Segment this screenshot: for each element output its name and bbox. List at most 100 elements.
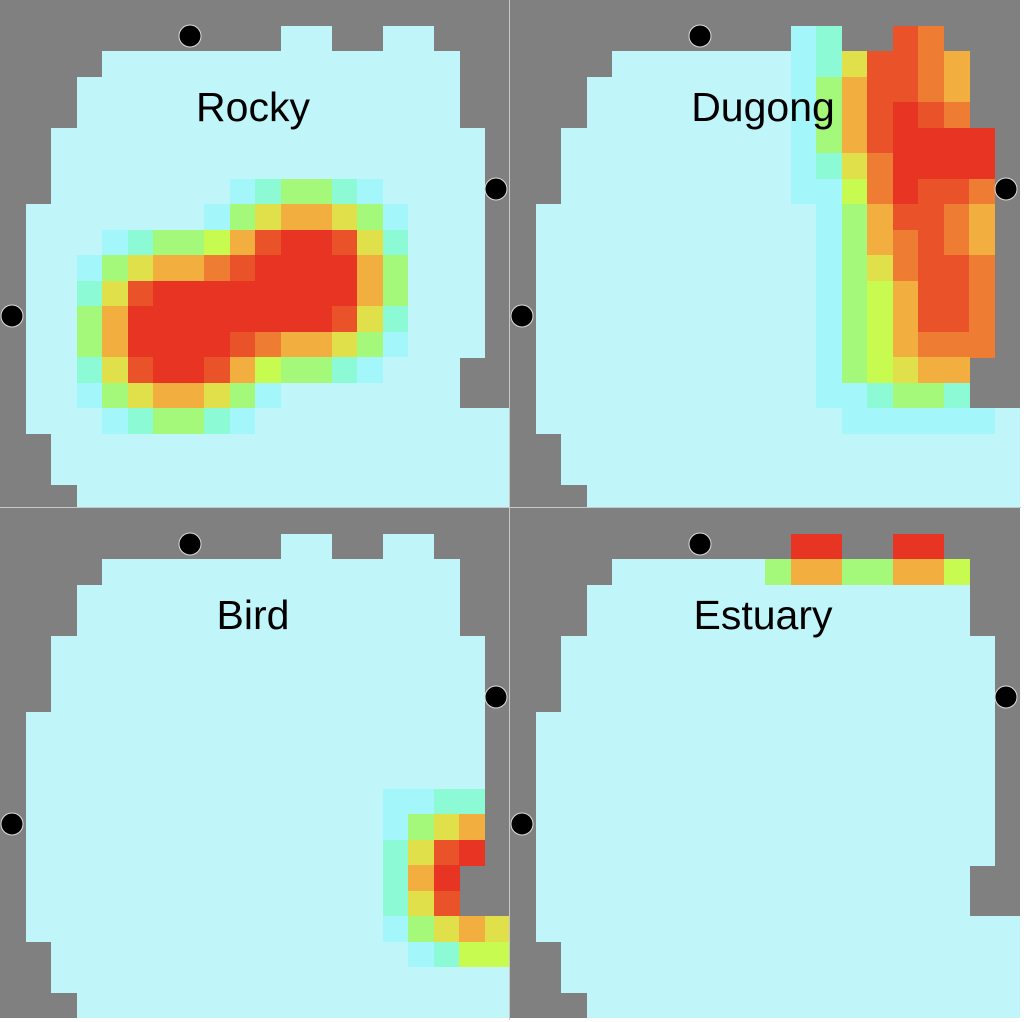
heatmap-cell <box>178 992 205 1018</box>
heatmap-cell <box>943 433 970 460</box>
heatmap-cell <box>51 255 77 281</box>
heatmap-cell <box>561 865 587 891</box>
heatmap-cell <box>612 204 638 230</box>
heatmap-cell <box>306 433 332 460</box>
heatmap-cell <box>51 204 77 230</box>
heatmap-cell <box>637 661 664 687</box>
heatmap-cell <box>943 967 970 993</box>
heatmap-cell <box>153 433 179 460</box>
heatmap-cell <box>357 484 383 510</box>
heatmap-cell <box>459 204 485 230</box>
heatmap-cell <box>918 204 944 230</box>
heatmap-cell <box>586 661 613 687</box>
heatmap-cell <box>739 229 766 256</box>
heatmap-cell <box>612 229 638 256</box>
heatmap-cell <box>229 255 256 281</box>
heatmap-cell <box>408 610 434 636</box>
heatmap-cell <box>969 967 995 993</box>
heatmap-cell <box>943 916 970 942</box>
heatmap-cell <box>76 763 103 789</box>
heatmap-cell <box>280 635 307 662</box>
heatmap-cell <box>688 153 715 179</box>
heatmap-cell <box>306 25 332 52</box>
heatmap-cell <box>969 839 995 866</box>
heatmap-cell <box>331 788 358 815</box>
heatmap-cell <box>688 584 715 611</box>
heatmap-cell <box>892 839 919 866</box>
heatmap-cell <box>204 865 230 891</box>
heatmap-cell <box>535 788 562 815</box>
heatmap-cell <box>892 76 919 103</box>
heatmap-cell <box>867 865 893 891</box>
heatmap-cell <box>153 306 179 332</box>
heatmap-cell <box>127 484 154 510</box>
heatmap-cell <box>765 916 791 942</box>
heatmap-cell <box>765 992 791 1018</box>
heatmap-cell <box>382 916 409 942</box>
heatmap-cell <box>357 459 383 485</box>
heatmap-cell <box>102 890 128 917</box>
heatmap-cell <box>892 280 919 307</box>
heatmap-cell <box>663 280 689 307</box>
heatmap-cell <box>790 433 817 460</box>
heatmap-cell <box>382 331 409 358</box>
heatmap-cell <box>586 814 613 840</box>
heatmap-cell <box>408 357 434 383</box>
heatmap-cell <box>688 229 715 256</box>
heatmap-cell <box>892 635 919 662</box>
heatmap-cell <box>255 584 281 611</box>
heatmap-cell <box>688 127 715 154</box>
heatmap-cell <box>459 306 485 332</box>
heatmap-cell <box>816 686 842 713</box>
heatmap-cell <box>892 25 919 52</box>
heatmap-cell <box>306 331 332 358</box>
heatmap-cell <box>102 433 128 460</box>
heatmap-cell <box>739 967 766 993</box>
heatmap-cell <box>867 839 893 866</box>
heatmap-cell <box>663 102 689 128</box>
heatmap-cell <box>331 610 358 636</box>
heatmap-cell <box>561 229 587 256</box>
marker-right <box>484 177 508 201</box>
heatmap-cell <box>76 992 103 1018</box>
heatmap-cell <box>229 204 256 230</box>
heatmap-cell <box>306 533 332 560</box>
heatmap-cell <box>969 763 995 789</box>
heatmap-cell <box>612 916 638 942</box>
heatmap-cell <box>357 967 383 993</box>
heatmap-cell <box>918 737 944 764</box>
heatmap-cell <box>408 890 434 917</box>
heatmap-cell <box>943 357 970 383</box>
heatmap-cell <box>331 204 358 230</box>
heatmap-cell <box>102 635 128 662</box>
heatmap-cell <box>76 102 103 128</box>
heatmap-cell <box>918 610 944 636</box>
heatmap-cell <box>306 153 332 179</box>
heatmap-cell <box>153 661 179 687</box>
heatmap-cell <box>637 967 664 993</box>
heatmap-cell <box>433 890 460 917</box>
heatmap-cell <box>408 484 434 510</box>
heatmap-cell <box>663 610 689 636</box>
heatmap-cell <box>561 941 587 968</box>
heatmap-cell <box>25 306 52 332</box>
heatmap-cell <box>637 102 664 128</box>
heatmap-cell <box>943 102 970 128</box>
heatmap-cell <box>841 559 868 585</box>
heatmap-cell <box>790 408 817 434</box>
heatmap-cell <box>688 890 715 917</box>
heatmap-cell <box>280 433 307 460</box>
heatmap-cell <box>433 484 460 510</box>
heatmap-cell <box>943 153 970 179</box>
heatmap-cell <box>357 839 383 866</box>
heatmap-cell <box>331 916 358 942</box>
heatmap-cell <box>408 331 434 358</box>
heatmap-cell <box>459 712 485 738</box>
panel-title: Estuary <box>693 592 833 638</box>
heatmap-cell <box>943 255 970 281</box>
heatmap-cell <box>204 357 230 383</box>
heatmap-cell <box>153 559 179 585</box>
heatmap-cell <box>25 382 52 409</box>
heatmap-cell <box>943 76 970 103</box>
heatmap-cell <box>714 408 740 434</box>
